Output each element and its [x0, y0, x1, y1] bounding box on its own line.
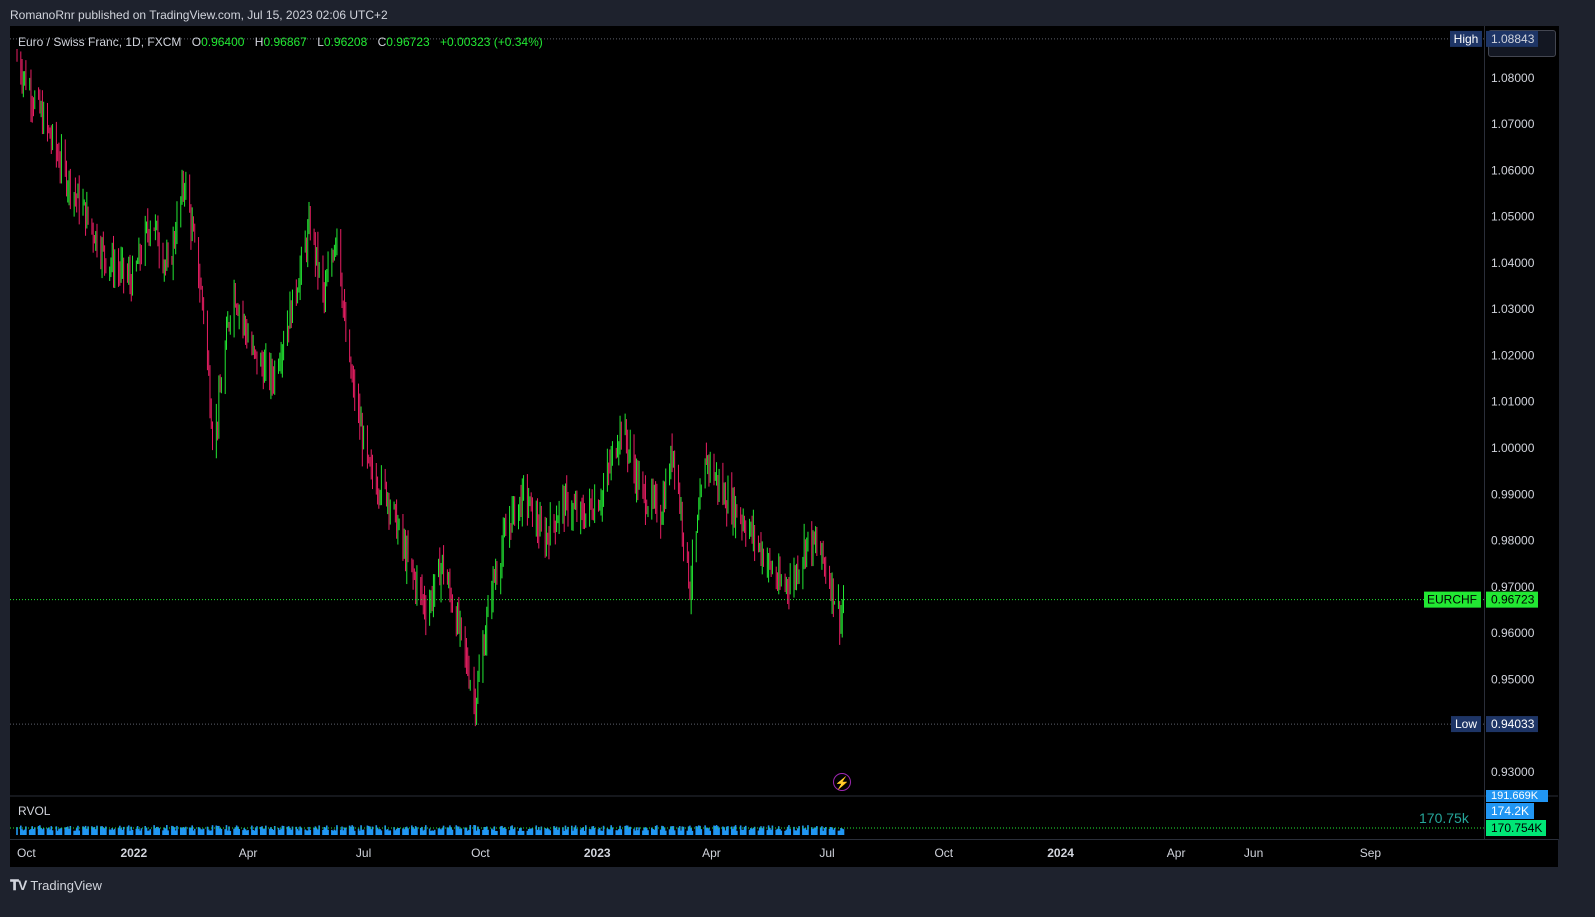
- y-tick-label: 1.03000: [1491, 302, 1535, 316]
- rvol-mid-tag-label: 174.2K: [1491, 804, 1529, 818]
- y-tick-label: 1.00000: [1491, 441, 1535, 455]
- y-tick-label: 0.98000: [1491, 534, 1535, 548]
- time-scale[interactable]: [10, 839, 1558, 867]
- price-scale[interactable]: [1484, 26, 1559, 839]
- symbol-tag-label: EURCHF: [1427, 593, 1477, 607]
- x-tick-label: Oct: [17, 846, 36, 860]
- y-tick-label: 0.96000: [1491, 626, 1535, 640]
- last-price-tag: [1486, 591, 1538, 608]
- chart-pane[interactable]: [10, 26, 1484, 839]
- x-tick-label: 2023: [584, 846, 611, 860]
- x-tick-label: Jul: [356, 846, 371, 860]
- rvol-top-tag-label: 191.669K: [1491, 790, 1539, 802]
- y-tick-label: 0.95000: [1491, 672, 1535, 686]
- y-tick-label: 1.07000: [1491, 117, 1535, 131]
- y-tick-label: 1.01000: [1491, 395, 1535, 409]
- rvol-last-tag: [1486, 820, 1546, 836]
- legend-close-label: C: [377, 35, 387, 49]
- publish-caption: RomanoRnr published on TradingView.com, …: [10, 8, 388, 22]
- legend-close-value: 0.96723: [386, 35, 430, 49]
- last-price-label: 0.96723: [1491, 593, 1535, 607]
- legend-open-label: O: [191, 35, 202, 49]
- legend-symbol[interactable]: Euro / Swiss Franc, 1D, FXCM: [18, 35, 182, 49]
- rvol-mid-tag: [1486, 803, 1534, 819]
- legend-high-value: 0.96867: [263, 35, 307, 49]
- lightning-icon[interactable]: ⚡: [833, 773, 851, 791]
- legend-high-label: H: [254, 35, 264, 49]
- tradingview-logo-icon: 𝐓V: [10, 877, 27, 893]
- y-tick-label: 1.05000: [1491, 210, 1535, 224]
- rvol-last-tag-label: 170.754K: [1491, 821, 1542, 835]
- low-tag: [1451, 716, 1481, 733]
- brand: 𝐓V TradingView: [10, 877, 102, 894]
- y-tick-label: 1.02000: [1491, 348, 1535, 362]
- legend-change: +0.00323 (+0.34%): [440, 35, 543, 49]
- y-tick-label: 1.06000: [1491, 163, 1535, 177]
- x-tick-label: Jul: [819, 846, 834, 860]
- high-tag: [1450, 30, 1482, 47]
- y-tick-label: 1.04000: [1491, 256, 1535, 270]
- x-tick-label: Sep: [1360, 846, 1382, 860]
- low-tag-label: Low: [1455, 717, 1477, 731]
- low-value-label: 0.94033: [1491, 717, 1535, 731]
- legend-low-label: L: [317, 35, 324, 49]
- high-value-label: 1.08843: [1491, 32, 1535, 46]
- rvol-top-tag: [1486, 790, 1548, 802]
- x-tick-label: Oct: [471, 846, 490, 860]
- x-tick-label: Oct: [934, 846, 953, 860]
- x-tick-label: Apr: [239, 846, 258, 860]
- symbol-legend: Euro / Swiss Franc, 1D, FXCM O0.96400 H0…: [18, 35, 543, 49]
- y-tick-label: 0.93000: [1491, 765, 1535, 779]
- y-tick-label: 0.99000: [1491, 487, 1535, 501]
- y-tick-label: 1.08000: [1491, 71, 1535, 85]
- x-tick-label: Jun: [1244, 846, 1263, 860]
- x-tick-label: 2024: [1047, 846, 1074, 860]
- legend-open-value: 0.96400: [201, 35, 245, 49]
- legend-low-value: 0.96208: [323, 35, 368, 49]
- x-tick-label: Apr: [1167, 846, 1186, 860]
- x-tick-label: Apr: [702, 846, 721, 860]
- y-tick-label: 0.97000: [1491, 580, 1535, 594]
- high-tag-label: High: [1454, 32, 1479, 46]
- rvol-label[interactable]: RVOL: [18, 804, 51, 818]
- low-value-tag: [1486, 716, 1538, 733]
- high-value-tag: [1486, 30, 1538, 47]
- brand-name: TradingView: [30, 878, 102, 893]
- rvol-value: 170.75k: [1419, 810, 1469, 826]
- x-tick-label: 2022: [120, 846, 147, 860]
- symbol-tag: [1424, 591, 1481, 608]
